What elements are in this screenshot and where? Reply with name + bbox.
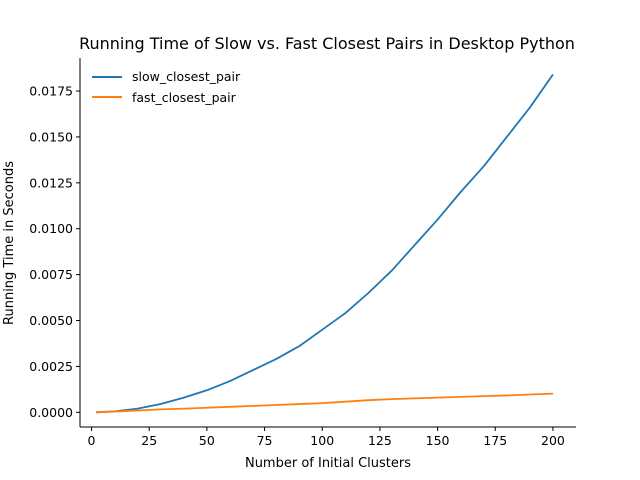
y-tick-label: 0.0100 [29, 221, 73, 236]
series-line-slow-closest-pair [96, 74, 554, 414]
x-tick-label: 200 [541, 433, 565, 448]
y-tick-label: 0.0050 [29, 313, 73, 328]
x-tick-label: 100 [310, 433, 334, 448]
x-tick-label: 0 [88, 433, 96, 448]
legend-label-slow: slow_closest_pair [132, 69, 241, 84]
x-tick-label: 175 [483, 433, 507, 448]
x-tick-label: 25 [141, 433, 157, 448]
y-tick-label: 0.0125 [29, 175, 73, 190]
plot-area [96, 74, 554, 414]
x-tick-label: 125 [368, 433, 392, 448]
y-tick-label: 0.0075 [29, 267, 73, 282]
series-line-fast-closest-pair [96, 392, 553, 414]
legend: slow_closest_pair fast_closest_pair [92, 69, 241, 105]
x-tick-label: 75 [257, 433, 273, 448]
y-tick-label: 0.0025 [29, 359, 73, 374]
x-axis-label: Number of Initial Clusters [245, 456, 411, 471]
x-tick-label: 150 [426, 433, 450, 448]
x-tick-label: 50 [199, 433, 215, 448]
y-axis-ticks: 0.0000 0.0025 0.0050 0.0075 0.0100 0.0125 0.01… [29, 84, 80, 420]
y-tick-label: 0.0175 [29, 84, 73, 99]
y-axis-label: Running Time in Seconds [2, 161, 17, 325]
y-tick-label: 0.0000 [29, 405, 73, 420]
chart-title: Running Time of Slow vs. Fast Closest Pa… [79, 34, 575, 53]
x-axis-ticks: 0 25 50 75 100 125 150 175 200 [88, 427, 565, 448]
y-tick-label: 0.0150 [29, 129, 73, 144]
legend-label-fast: fast_closest_pair [132, 90, 237, 105]
